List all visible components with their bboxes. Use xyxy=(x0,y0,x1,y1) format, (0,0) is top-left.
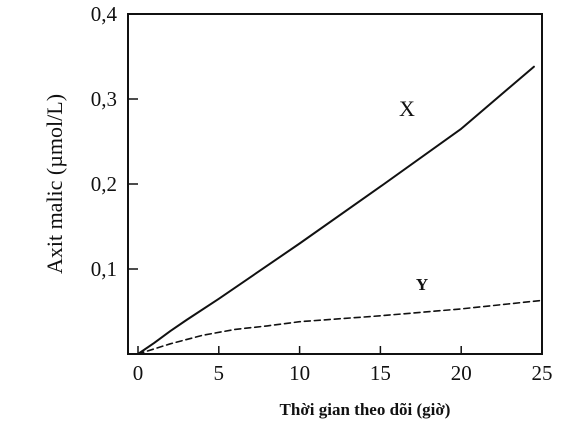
x-tick-label: 20 xyxy=(451,361,472,385)
y-tick-label: 0,3 xyxy=(91,87,117,111)
x-tick-label: 0 xyxy=(133,361,144,385)
x-tick-label: 15 xyxy=(370,361,391,385)
y-tick-label: 0,1 xyxy=(91,257,117,281)
y-tick-labels: 0,1 0,2 0,3 0,4 xyxy=(91,2,138,281)
series-layer xyxy=(137,65,543,355)
series-line-y xyxy=(137,299,543,355)
series-label-y: Y xyxy=(416,275,428,294)
x-tick-label: 5 xyxy=(214,361,225,385)
y-tick-label: 0,4 xyxy=(91,2,118,26)
x-tick-label: 10 xyxy=(289,361,310,385)
series-labels: XY xyxy=(399,96,428,294)
plot-frame xyxy=(127,13,543,355)
y-axis-title: Axit malic (µmol/L) xyxy=(42,94,67,274)
y-tick-label: 0,2 xyxy=(91,172,117,196)
x-axis-title: Thời gian theo dõi (giờ) xyxy=(280,400,451,419)
series-line-x xyxy=(137,65,535,355)
series-label-x: X xyxy=(399,96,415,121)
x-tick-label: 25 xyxy=(532,361,553,385)
x-tick-labels: 0 5 10 15 20 25 xyxy=(133,346,553,385)
